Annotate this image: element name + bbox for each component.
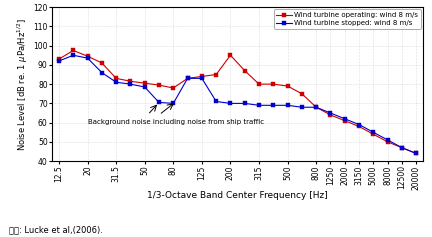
Wind turbine stopped: wind 8 m/s: (20, 62): wind 8 m/s: (20, 62)	[342, 117, 347, 120]
Wind turbine stopped: wind 8 m/s: (8, 70): wind 8 m/s: (8, 70)	[171, 102, 176, 105]
Wind turbine operating: wind 8 m/s: (20, 61): wind 8 m/s: (20, 61)	[342, 119, 347, 122]
Wind turbine stopped: wind 8 m/s: (17, 68): wind 8 m/s: (17, 68)	[299, 106, 305, 109]
Wind turbine operating: wind 8 m/s: (8, 78): wind 8 m/s: (8, 78)	[171, 87, 176, 89]
Wind turbine operating: wind 8 m/s: (7, 79.5): wind 8 m/s: (7, 79.5)	[156, 84, 162, 87]
Wind turbine stopped: wind 8 m/s: (24, 47): wind 8 m/s: (24, 47)	[399, 146, 404, 149]
Wind turbine operating: wind 8 m/s: (25, 44): wind 8 m/s: (25, 44)	[413, 152, 419, 155]
Wind turbine operating: wind 8 m/s: (12, 95): wind 8 m/s: (12, 95)	[228, 54, 233, 57]
Wind turbine stopped: wind 8 m/s: (13, 70): wind 8 m/s: (13, 70)	[242, 102, 248, 105]
Line: Wind turbine stopped: wind 8 m/s: Wind turbine stopped: wind 8 m/s	[57, 54, 418, 155]
Wind turbine operating: wind 8 m/s: (17, 75): wind 8 m/s: (17, 75)	[299, 92, 305, 95]
Wind turbine stopped: wind 8 m/s: (16, 69): wind 8 m/s: (16, 69)	[285, 104, 290, 107]
Wind turbine stopped: wind 8 m/s: (23, 51): wind 8 m/s: (23, 51)	[385, 139, 390, 141]
Wind turbine operating: wind 8 m/s: (9, 83): wind 8 m/s: (9, 83)	[185, 77, 190, 80]
Wind turbine operating: wind 8 m/s: (15, 80): wind 8 m/s: (15, 80)	[271, 83, 276, 86]
Wind turbine operating: wind 8 m/s: (5, 81.5): wind 8 m/s: (5, 81.5)	[128, 80, 133, 83]
Wind turbine operating: wind 8 m/s: (0, 93): wind 8 m/s: (0, 93)	[57, 58, 62, 60]
Wind turbine stopped: wind 8 m/s: (1, 95): wind 8 m/s: (1, 95)	[71, 54, 76, 57]
Wind turbine operating: wind 8 m/s: (3, 91): wind 8 m/s: (3, 91)	[99, 62, 105, 64]
Wind turbine stopped: wind 8 m/s: (10, 83): wind 8 m/s: (10, 83)	[199, 77, 204, 80]
Wind turbine operating: wind 8 m/s: (24, 47): wind 8 m/s: (24, 47)	[399, 146, 404, 149]
Wind turbine stopped: wind 8 m/s: (7, 70.5): wind 8 m/s: (7, 70.5)	[156, 101, 162, 104]
Text: Background noise including noise from ship traffic: Background noise including noise from sh…	[88, 119, 264, 125]
Wind turbine operating: wind 8 m/s: (6, 80.5): wind 8 m/s: (6, 80.5)	[142, 82, 147, 85]
Line: Wind turbine operating: wind 8 m/s: Wind turbine operating: wind 8 m/s	[57, 49, 418, 155]
Wind turbine operating: wind 8 m/s: (22, 54): wind 8 m/s: (22, 54)	[371, 133, 376, 136]
Wind turbine stopped: wind 8 m/s: (19, 65): wind 8 m/s: (19, 65)	[328, 112, 333, 114]
Wind turbine operating: wind 8 m/s: (2, 94.5): wind 8 m/s: (2, 94.5)	[85, 55, 90, 58]
Wind turbine operating: wind 8 m/s: (13, 87): wind 8 m/s: (13, 87)	[242, 69, 248, 72]
Wind turbine stopped: wind 8 m/s: (5, 80): wind 8 m/s: (5, 80)	[128, 83, 133, 86]
Wind turbine stopped: wind 8 m/s: (14, 69): wind 8 m/s: (14, 69)	[257, 104, 262, 107]
Wind turbine stopped: wind 8 m/s: (25, 44): wind 8 m/s: (25, 44)	[413, 152, 419, 155]
Wind turbine operating: wind 8 m/s: (4, 83): wind 8 m/s: (4, 83)	[114, 77, 119, 80]
Wind turbine operating: wind 8 m/s: (18, 68): wind 8 m/s: (18, 68)	[314, 106, 319, 109]
Y-axis label: Noise Level [dB re. 1 $\mu$Pa/Hz$^{1/2}$]: Noise Level [dB re. 1 $\mu$Pa/Hz$^{1/2}$…	[16, 18, 30, 150]
Wind turbine operating: wind 8 m/s: (19, 64): wind 8 m/s: (19, 64)	[328, 114, 333, 116]
Wind turbine stopped: wind 8 m/s: (0, 92): wind 8 m/s: (0, 92)	[57, 60, 62, 63]
Wind turbine operating: wind 8 m/s: (14, 80): wind 8 m/s: (14, 80)	[257, 83, 262, 86]
Wind turbine operating: wind 8 m/s: (23, 50): wind 8 m/s: (23, 50)	[385, 141, 390, 143]
Wind turbine operating: wind 8 m/s: (1, 97.5): wind 8 m/s: (1, 97.5)	[71, 49, 76, 52]
Wind turbine operating: wind 8 m/s: (10, 84): wind 8 m/s: (10, 84)	[199, 75, 204, 78]
Legend: Wind turbine operating: wind 8 m/s, Wind turbine stopped: wind 8 m/s: Wind turbine operating: wind 8 m/s, Wind…	[273, 9, 421, 29]
X-axis label: 1/3-Octave Band Center Frequency [Hz]: 1/3-Octave Band Center Frequency [Hz]	[147, 191, 328, 200]
Wind turbine stopped: wind 8 m/s: (2, 93.5): wind 8 m/s: (2, 93.5)	[85, 57, 90, 59]
Wind turbine stopped: wind 8 m/s: (12, 70): wind 8 m/s: (12, 70)	[228, 102, 233, 105]
Wind turbine operating: wind 8 m/s: (21, 58): wind 8 m/s: (21, 58)	[356, 125, 362, 128]
Wind turbine stopped: wind 8 m/s: (4, 81): wind 8 m/s: (4, 81)	[114, 81, 119, 84]
Wind turbine stopped: wind 8 m/s: (6, 78.5): wind 8 m/s: (6, 78.5)	[142, 86, 147, 88]
Wind turbine stopped: wind 8 m/s: (11, 71): wind 8 m/s: (11, 71)	[213, 100, 219, 103]
Wind turbine operating: wind 8 m/s: (16, 79): wind 8 m/s: (16, 79)	[285, 85, 290, 87]
Wind turbine stopped: wind 8 m/s: (18, 68): wind 8 m/s: (18, 68)	[314, 106, 319, 109]
Wind turbine stopped: wind 8 m/s: (21, 59): wind 8 m/s: (21, 59)	[356, 123, 362, 126]
Wind turbine stopped: wind 8 m/s: (9, 83): wind 8 m/s: (9, 83)	[185, 77, 190, 80]
Wind turbine operating: wind 8 m/s: (11, 85): wind 8 m/s: (11, 85)	[213, 73, 219, 76]
Wind turbine stopped: wind 8 m/s: (22, 55): wind 8 m/s: (22, 55)	[371, 131, 376, 134]
Text: 자료: Lucke et al,(2006).: 자료: Lucke et al,(2006).	[9, 226, 102, 235]
Wind turbine stopped: wind 8 m/s: (3, 86): wind 8 m/s: (3, 86)	[99, 71, 105, 74]
Wind turbine stopped: wind 8 m/s: (15, 69): wind 8 m/s: (15, 69)	[271, 104, 276, 107]
